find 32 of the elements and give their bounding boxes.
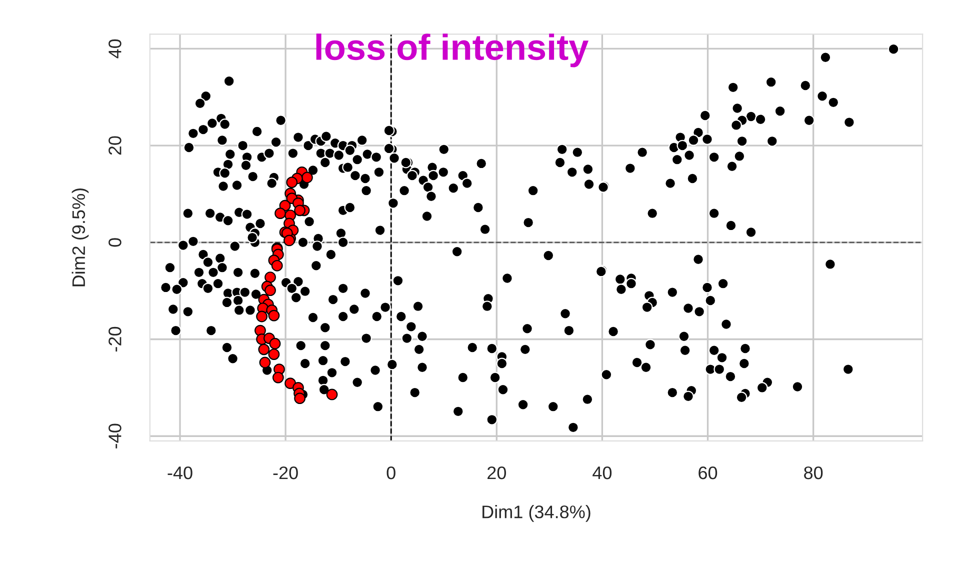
point	[258, 344, 270, 356]
x-tick-label: 40	[592, 466, 612, 480]
point	[294, 204, 306, 216]
y-tick-label: 20	[108, 136, 122, 155]
point	[284, 378, 296, 390]
point	[268, 348, 280, 360]
x-tick-label: 60	[698, 466, 718, 480]
x-tick-label: 0	[386, 466, 396, 480]
point	[271, 260, 283, 272]
x-tick-label: 20	[488, 466, 506, 480]
point	[301, 172, 313, 184]
point	[294, 392, 306, 404]
y-tick-label: -20	[108, 326, 122, 352]
x-axis-title: Dim1 (34.8%)	[482, 505, 590, 522]
y-tick-label: 0	[108, 238, 122, 247]
x-tick-label: -40	[168, 466, 192, 480]
point	[259, 356, 271, 368]
point	[326, 388, 338, 400]
y-axis-title: Dim2 (9.5%)	[72, 188, 89, 286]
x-tick-label: -20	[273, 466, 298, 480]
y-tick-label: -40	[108, 424, 122, 448]
point	[268, 310, 280, 322]
point	[269, 338, 281, 350]
annotation: loss of intensity	[316, 34, 589, 68]
point	[272, 372, 284, 384]
point	[286, 176, 298, 188]
point	[264, 272, 276, 283]
y-tick-label: 40	[108, 39, 122, 58]
point	[256, 310, 268, 322]
point	[274, 208, 286, 220]
x-tick-label: 80	[804, 466, 823, 480]
point	[264, 284, 276, 296]
